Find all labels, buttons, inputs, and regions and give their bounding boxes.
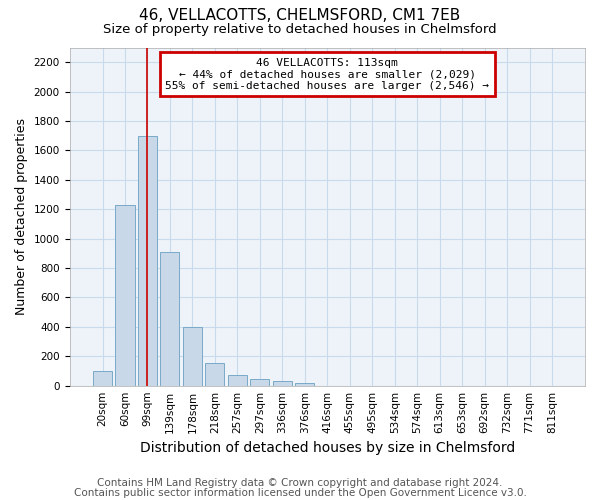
Bar [115, 205, 134, 386]
Bar [160, 252, 179, 386]
Bar [250, 379, 269, 386]
Text: 46 VELLACOTTS: 113sqm
← 44% of detached houses are smaller (2,029)
55% of semi-d: 46 VELLACOTTS: 113sqm ← 44% of detached … [165, 58, 489, 91]
Text: Contains HM Land Registry data © Crown copyright and database right 2024.: Contains HM Land Registry data © Crown c… [97, 478, 503, 488]
X-axis label: Distribution of detached houses by size in Chelmsford: Distribution of detached houses by size … [140, 441, 515, 455]
Bar [295, 382, 314, 386]
Bar [93, 371, 112, 386]
Y-axis label: Number of detached properties: Number of detached properties [15, 118, 28, 315]
Text: 46, VELLACOTTS, CHELMSFORD, CM1 7EB: 46, VELLACOTTS, CHELMSFORD, CM1 7EB [139, 8, 461, 22]
Bar [273, 382, 292, 386]
Text: Contains public sector information licensed under the Open Government Licence v3: Contains public sector information licen… [74, 488, 526, 498]
Text: Size of property relative to detached houses in Chelmsford: Size of property relative to detached ho… [103, 22, 497, 36]
Bar [183, 327, 202, 386]
Bar [228, 376, 247, 386]
Bar [205, 363, 224, 386]
Bar [138, 136, 157, 386]
